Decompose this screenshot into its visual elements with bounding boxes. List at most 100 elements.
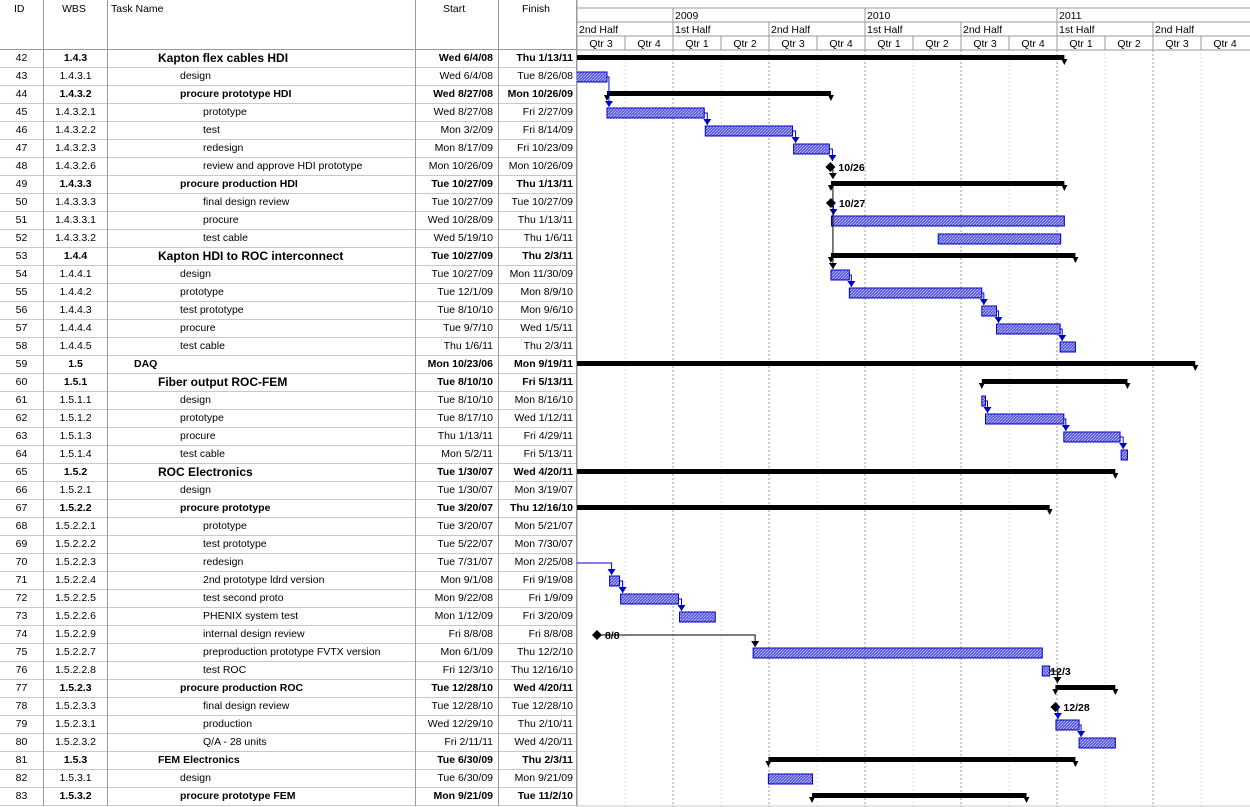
- task-name-cell[interactable]: final design review: [108, 698, 416, 716]
- task-id-cell[interactable]: 64: [0, 446, 44, 464]
- task-id-cell[interactable]: 68: [0, 518, 44, 536]
- task-id-cell[interactable]: 45: [0, 104, 44, 122]
- task-wbs-cell[interactable]: 1.5.2.2.6: [44, 608, 108, 626]
- task-start-cell[interactable]: Fri 8/8/08: [416, 626, 499, 644]
- task-id-cell[interactable]: 53: [0, 248, 44, 266]
- table-row[interactable]: 72 1.5.2.2.5 test second proto Mon 9/22/08 F…: [0, 590, 577, 608]
- task-start-cell[interactable]: Mon 10/23/06: [416, 356, 499, 374]
- task-name-cell[interactable]: test second proto: [108, 590, 416, 608]
- task-wbs-cell[interactable]: 1.5.2.2.7: [44, 644, 108, 662]
- task-id-cell[interactable]: 79: [0, 716, 44, 734]
- task-finish-cell[interactable]: Thu 2/3/11: [499, 338, 577, 356]
- task-name-cell[interactable]: procure prototype HDI: [108, 86, 416, 104]
- task-start-cell[interactable]: Tue 8/10/10: [416, 392, 499, 410]
- task-finish-cell[interactable]: Thu 12/16/10: [499, 500, 577, 518]
- table-row[interactable]: 48 1.4.3.2.6 review and approve HDI protot…: [0, 158, 577, 176]
- task-name-cell[interactable]: procure production ROC: [108, 680, 416, 698]
- task-wbs-cell[interactable]: 1.5.2.2.5: [44, 590, 108, 608]
- table-row[interactable]: 53 1.4.4 Kapton HDI to ROC interconnect Tue…: [0, 248, 577, 266]
- task-finish-cell[interactable]: Thu 1/6/11: [499, 230, 577, 248]
- task-finish-cell[interactable]: Fri 4/29/11: [499, 428, 577, 446]
- task-id-cell[interactable]: 62: [0, 410, 44, 428]
- task-id-cell[interactable]: 63: [0, 428, 44, 446]
- table-row[interactable]: 47 1.4.3.2.3 redesign Mon 8/17/09 Fri 10/23/…: [0, 140, 577, 158]
- task-id-cell[interactable]: 46: [0, 122, 44, 140]
- table-row[interactable]: 66 1.5.2.1 design Tue 1/30/07 Mon 3/19/07: [0, 482, 577, 500]
- task-id-cell[interactable]: 70: [0, 554, 44, 572]
- task-finish-cell[interactable]: Thu 1/13/11: [499, 212, 577, 230]
- table-row[interactable]: 63 1.5.1.3 procure Thu 1/13/11 Fri 4/29/11: [0, 428, 577, 446]
- task-start-cell[interactable]: Mon 9/1/08: [416, 572, 499, 590]
- task-finish-cell[interactable]: Thu 1/13/11: [499, 50, 577, 68]
- task-name-cell[interactable]: design: [108, 266, 416, 284]
- task-name-cell[interactable]: test cable: [108, 446, 416, 464]
- task-name-cell[interactable]: prototype: [108, 518, 416, 536]
- task-name-cell[interactable]: FEM Electronics: [108, 752, 416, 770]
- task-finish-cell[interactable]: Mon 9/6/10: [499, 302, 577, 320]
- task-finish-cell[interactable]: Fri 2/27/09: [499, 104, 577, 122]
- task-id-cell[interactable]: 42: [0, 50, 44, 68]
- task-name-column-header[interactable]: Task Name: [108, 0, 416, 50]
- task-start-cell[interactable]: Mon 10/26/09: [416, 158, 499, 176]
- task-start-cell[interactable]: Tue 8/10/10: [416, 374, 499, 392]
- table-row[interactable]: 77 1.5.2.3 procure production ROC Tue 12/28…: [0, 680, 577, 698]
- table-row[interactable]: 80 1.5.2.3.2 Q/A - 28 units Fri 2/11/11 Wed …: [0, 734, 577, 752]
- task-id-cell[interactable]: 80: [0, 734, 44, 752]
- task-wbs-cell[interactable]: 1.5.2.2.1: [44, 518, 108, 536]
- task-finish-cell[interactable]: Mon 3/19/07: [499, 482, 577, 500]
- task-wbs-cell[interactable]: 1.4.4.3: [44, 302, 108, 320]
- task-finish-cell[interactable]: Mon 9/21/09: [499, 770, 577, 788]
- task-name-cell[interactable]: test prototype: [108, 536, 416, 554]
- task-start-cell[interactable]: Mon 9/21/09: [416, 788, 499, 806]
- task-id-cell[interactable]: 65: [0, 464, 44, 482]
- task-name-cell[interactable]: procure production HDI: [108, 176, 416, 194]
- task-id-cell[interactable]: 49: [0, 176, 44, 194]
- task-finish-cell[interactable]: Mon 5/21/07: [499, 518, 577, 536]
- table-row[interactable]: 70 1.5.2.2.3 redesign Tue 7/31/07 Mon 2/25/0…: [0, 554, 577, 572]
- task-id-cell[interactable]: 66: [0, 482, 44, 500]
- table-row[interactable]: 43 1.4.3.1 design Wed 6/4/08 Tue 8/26/08: [0, 68, 577, 86]
- task-id-cell[interactable]: 61: [0, 392, 44, 410]
- task-name-cell[interactable]: design: [108, 392, 416, 410]
- task-start-cell[interactable]: Tue 1/30/07: [416, 464, 499, 482]
- task-id-cell[interactable]: 51: [0, 212, 44, 230]
- table-row[interactable]: 56 1.4.4.3 test prototype Tue 8/10/10 Mon 9/…: [0, 302, 577, 320]
- task-start-cell[interactable]: Tue 7/31/07: [416, 554, 499, 572]
- task-finish-cell[interactable]: Mon 2/25/08: [499, 554, 577, 572]
- task-wbs-cell[interactable]: 1.4.3.3.3: [44, 194, 108, 212]
- task-wbs-cell[interactable]: 1.5.3: [44, 752, 108, 770]
- table-row[interactable]: 44 1.4.3.2 procure prototype HDI Wed 8/27/0…: [0, 86, 577, 104]
- task-start-cell[interactable]: Tue 6/30/09: [416, 752, 499, 770]
- task-wbs-cell[interactable]: 1.5.2.3.2: [44, 734, 108, 752]
- task-finish-cell[interactable]: Tue 8/26/08: [499, 68, 577, 86]
- task-start-cell[interactable]: Wed 6/4/08: [416, 50, 499, 68]
- table-row[interactable]: 58 1.4.4.5 test cable Thu 1/6/11 Thu 2/3/11: [0, 338, 577, 356]
- task-id-cell[interactable]: 78: [0, 698, 44, 716]
- task-finish-cell[interactable]: Fri 1/9/09: [499, 590, 577, 608]
- task-start-cell[interactable]: Thu 1/6/11: [416, 338, 499, 356]
- table-row[interactable]: 75 1.5.2.2.7 preproduction prototype FVTX …: [0, 644, 577, 662]
- task-finish-cell[interactable]: Wed 4/20/11: [499, 680, 577, 698]
- task-wbs-cell[interactable]: 1.4.3.3.1: [44, 212, 108, 230]
- task-name-cell[interactable]: design: [108, 482, 416, 500]
- task-wbs-cell[interactable]: 1.5: [44, 356, 108, 374]
- task-id-cell[interactable]: 67: [0, 500, 44, 518]
- table-row[interactable]: 50 1.4.3.3.3 final design review Tue 10/27/…: [0, 194, 577, 212]
- task-wbs-cell[interactable]: 1.5.1.4: [44, 446, 108, 464]
- task-id-cell[interactable]: 58: [0, 338, 44, 356]
- task-finish-cell[interactable]: Fri 8/8/08: [499, 626, 577, 644]
- task-finish-cell[interactable]: Thu 2/3/11: [499, 248, 577, 266]
- task-id-cell[interactable]: 83: [0, 788, 44, 806]
- table-row[interactable]: 78 1.5.2.3.3 final design review Tue 12/28/…: [0, 698, 577, 716]
- task-id-cell[interactable]: 74: [0, 626, 44, 644]
- task-id-cell[interactable]: 57: [0, 320, 44, 338]
- table-row[interactable]: 57 1.4.4.4 procure Tue 9/7/10 Wed 1/5/11: [0, 320, 577, 338]
- task-name-cell[interactable]: procure: [108, 212, 416, 230]
- task-wbs-cell[interactable]: 1.5.2.2.9: [44, 626, 108, 644]
- task-finish-cell[interactable]: Mon 9/19/11: [499, 356, 577, 374]
- task-wbs-cell[interactable]: 1.4.3.2.3: [44, 140, 108, 158]
- task-start-cell[interactable]: Mon 3/2/09: [416, 122, 499, 140]
- task-start-cell[interactable]: Tue 12/28/10: [416, 680, 499, 698]
- task-id-cell[interactable]: 47: [0, 140, 44, 158]
- task-id-cell[interactable]: 55: [0, 284, 44, 302]
